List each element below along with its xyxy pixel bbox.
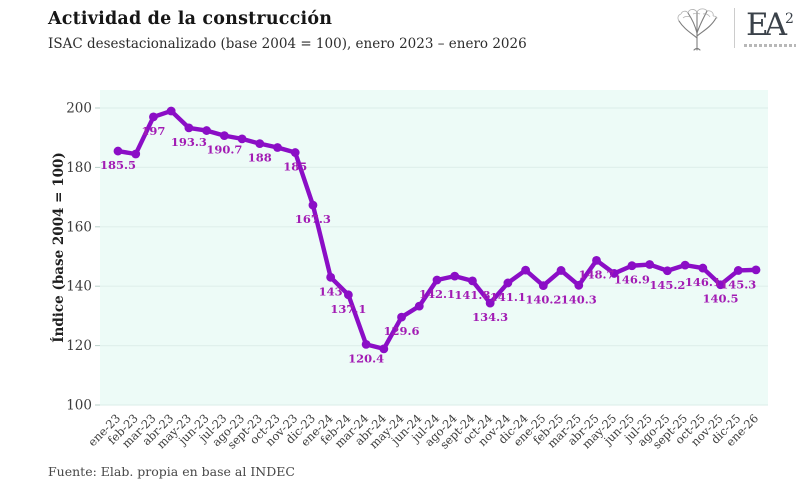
data-point-label: 141.8 (454, 288, 490, 302)
data-point-label: 167.3 (295, 212, 331, 226)
logo-text: EA 2 (744, 6, 796, 47)
y-tick-label: 100 (66, 398, 92, 414)
data-point (361, 340, 371, 349)
data-point-label: 137.1 (330, 302, 366, 316)
data-point (343, 290, 353, 300)
data-point-label: 146.9 (614, 273, 650, 287)
data-point-label: 142.1 (419, 287, 455, 301)
data-point (521, 265, 531, 275)
page-title: Actividad de la construcción (48, 9, 333, 29)
y-tick-label: 140 (66, 279, 92, 295)
data-point-label: 141.1 (490, 290, 526, 304)
data-point (184, 123, 194, 133)
data-point (468, 276, 477, 286)
data-point (273, 143, 282, 152)
data-point-label: 120.4 (348, 351, 384, 365)
data-point-label: 146.1 (685, 275, 721, 289)
data-point (131, 149, 141, 159)
data-point-label: 145.3 (720, 277, 756, 291)
data-point (574, 280, 584, 290)
source-note: Fuente: Elab. propia en base al INDEC (48, 464, 295, 479)
data-point (733, 266, 743, 275)
data-point-label: 145.2 (649, 278, 685, 292)
data-point (379, 344, 389, 354)
data-point (450, 271, 460, 281)
data-point (326, 272, 336, 282)
data-point (202, 126, 212, 135)
y-tick-label: 160 (66, 219, 92, 235)
data-point-label: 193.3 (171, 135, 207, 149)
data-point (627, 261, 637, 271)
data-point (645, 260, 655, 269)
data-point (538, 281, 548, 291)
y-tick-label: 200 (66, 101, 92, 117)
data-point (397, 312, 406, 322)
data-point-label: 140.2 (525, 293, 561, 307)
data-point (255, 139, 265, 149)
plot-area (100, 90, 768, 405)
data-point (680, 260, 690, 270)
data-point (698, 263, 708, 273)
data-point (716, 280, 725, 290)
brand-logo: EA 2 (669, 4, 796, 52)
data-point-label: 190.7 (206, 143, 242, 157)
y-tick-label: 180 (66, 160, 92, 176)
data-point (485, 298, 495, 308)
data-point-label: 185 (283, 160, 307, 174)
data-point (149, 112, 158, 122)
data-point (290, 148, 300, 157)
data-point-label: 140.3 (561, 292, 597, 306)
data-point-label: 140.5 (703, 292, 739, 306)
y-axis-title: Índice (base 2004 = 100) (51, 152, 67, 343)
data-point (503, 278, 513, 288)
data-point (414, 301, 424, 311)
data-point (432, 275, 442, 285)
data-point-label: 185.5 (100, 158, 136, 172)
data-point (556, 266, 566, 275)
logo-tree-icon (677, 8, 718, 51)
logo-tagline (744, 43, 796, 47)
data-point (592, 255, 601, 265)
data-point (609, 269, 619, 278)
data-point (237, 134, 247, 144)
data-point (751, 265, 761, 275)
y-tick-label: 120 (66, 338, 92, 354)
logo-divider (734, 8, 735, 48)
data-point-label: 143 (319, 284, 343, 298)
data-point-label: 188 (248, 151, 272, 165)
data-point (219, 131, 229, 141)
page-subtitle: ISAC desestacionalizado (base 2004 = 100… (48, 36, 527, 52)
logo-monogram: EA 2 (746, 6, 794, 43)
data-point (662, 266, 672, 276)
data-point (113, 146, 123, 156)
data-point-label: 134.3 (472, 310, 508, 324)
data-point (166, 106, 176, 116)
data-point (308, 200, 318, 210)
data-point-label: 129.6 (384, 324, 420, 338)
data-point-label: 148.7 (578, 267, 614, 281)
data-point-label: 197 (141, 124, 165, 138)
